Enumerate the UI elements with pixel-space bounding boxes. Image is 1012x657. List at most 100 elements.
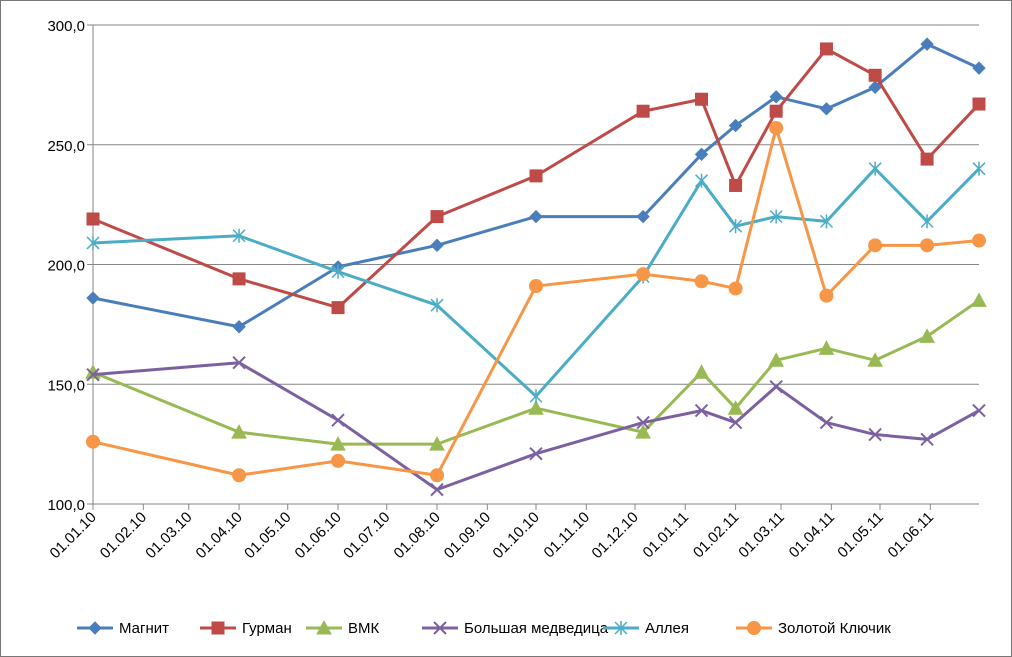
data-point (232, 468, 247, 483)
series-1 (86, 42, 986, 315)
data-point (86, 367, 100, 382)
x-tick-label: 01.07.10 (340, 509, 393, 562)
data-point (636, 415, 650, 430)
x-tick-label: 01.04.10 (193, 509, 246, 562)
legend-item: Аллея (603, 620, 689, 637)
data-point (818, 340, 835, 355)
legend-item: Магнит (77, 620, 169, 637)
data-point (430, 238, 444, 253)
x-tick-label: 01.10.10 (490, 509, 543, 562)
x-tick-label: 01.04.11 (786, 509, 839, 562)
grid-layer (93, 24, 979, 505)
data-point (819, 42, 833, 56)
data-point (920, 432, 934, 447)
x-tick-label: 01.03.11 (735, 509, 788, 562)
data-point (636, 267, 651, 282)
data-point (635, 424, 651, 439)
y-tick-label: 150,0 (47, 377, 85, 394)
data-point (729, 219, 743, 234)
data-point (727, 400, 744, 415)
data-point (232, 228, 246, 243)
x-tick-label: 01.03.10 (142, 509, 195, 562)
x-tick-label: 01.06.10 (292, 509, 345, 562)
legend-marker (614, 621, 628, 635)
x-tick-label: 01.02.11 (690, 509, 743, 562)
data-point (330, 436, 346, 451)
series-line (92, 299, 980, 446)
data-point (919, 328, 935, 343)
data-point (528, 400, 544, 415)
data-point (430, 298, 444, 313)
legend-marker (316, 619, 332, 635)
legend-label: Гурман (242, 620, 292, 637)
data-point (769, 104, 783, 118)
legend-label: Аллея (645, 620, 689, 637)
y-tick-label: 250,0 (47, 138, 85, 155)
data-point (768, 352, 784, 367)
data-point (430, 210, 444, 224)
data-point (971, 292, 987, 307)
data-point (529, 446, 543, 461)
data-point (430, 468, 445, 483)
data-point (694, 274, 709, 289)
legend-label: Большая медведица (464, 620, 609, 637)
data-point (331, 301, 345, 315)
data-point (819, 415, 834, 430)
data-point (867, 352, 883, 367)
legend-marker (211, 621, 225, 635)
data-point (429, 436, 445, 451)
data-point (694, 173, 709, 188)
data-point (769, 209, 783, 224)
data-point (430, 482, 444, 497)
data-point (232, 320, 246, 334)
legend-item: Гурман (200, 620, 292, 637)
legend-label: ВМК (348, 620, 380, 637)
series-2 (85, 292, 987, 451)
data-point (636, 104, 650, 118)
data-point (232, 272, 246, 286)
data-point (331, 413, 345, 427)
data-point (868, 68, 882, 82)
data-point (769, 120, 784, 135)
x-tick-label: 01.02.10 (97, 509, 150, 562)
data-point (868, 80, 882, 94)
data-point (86, 434, 100, 449)
data-point (972, 403, 986, 418)
data-point (86, 291, 100, 305)
series-layer (85, 37, 987, 497)
x-tick-label: 01.11.10 (541, 509, 594, 562)
data-point (529, 389, 543, 404)
data-point (972, 61, 986, 75)
data-point (972, 161, 986, 176)
y-tick-label: 100,0 (47, 497, 85, 514)
data-point (868, 161, 882, 176)
series-3 (86, 355, 986, 497)
series-5 (86, 120, 986, 483)
data-point (920, 214, 934, 229)
data-point (819, 214, 833, 229)
x-tick-label: 01.01.11 (640, 509, 693, 562)
x-tick-label: 01.06.11 (885, 509, 938, 562)
data-point (529, 209, 543, 224)
data-point (694, 403, 709, 418)
data-point (728, 118, 743, 133)
legend-item: Золотой Ключик (736, 620, 891, 637)
data-point (86, 212, 100, 226)
legend-label: Магнит (119, 620, 169, 637)
x-tick-label: 01.05.10 (241, 509, 294, 562)
data-point (331, 264, 345, 279)
data-point (694, 147, 709, 162)
y-tick-label: 200,0 (47, 258, 85, 275)
data-point (86, 235, 100, 250)
data-point (868, 427, 882, 442)
data-point (769, 90, 783, 104)
legend: Магнит Гурман ВМК Большая медведица Аллея Зол… (77, 619, 891, 637)
data-point (331, 453, 346, 468)
y-tick-label: 300,0 (47, 18, 85, 35)
data-point (920, 152, 934, 166)
data-point (231, 424, 247, 439)
data-point (729, 178, 743, 192)
legend-marker (747, 621, 761, 635)
data-point (819, 288, 834, 303)
